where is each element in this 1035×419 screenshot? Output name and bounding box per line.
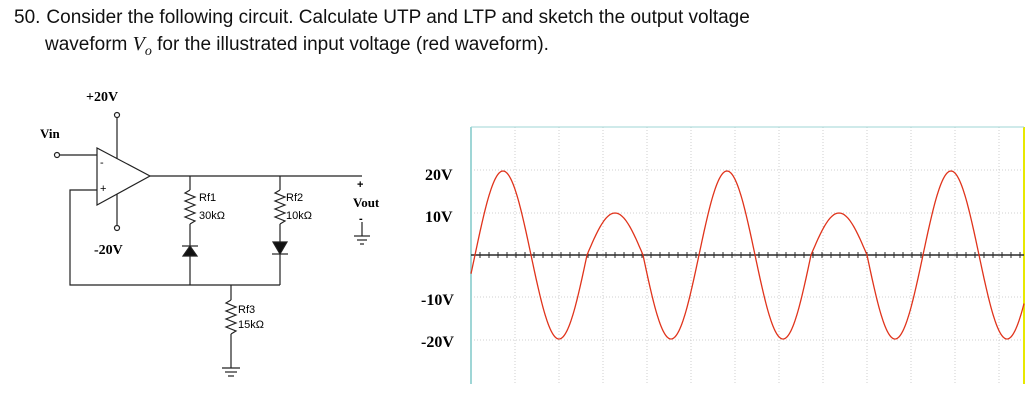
rf1-resistor <box>183 189 197 225</box>
vo-letter: V <box>132 33 145 55</box>
rf2-resistor <box>273 189 287 225</box>
plot-grid <box>471 127 1024 384</box>
level-label-neg10v: -10V <box>421 292 454 309</box>
opamp-minus-label: - <box>100 157 104 169</box>
vneg-label: -20V <box>94 243 123 258</box>
vin-label: Vin <box>40 126 61 141</box>
rf3-name: Rf3 <box>238 304 255 316</box>
opamp-plus-label: + <box>100 183 106 195</box>
ground-symbol-rf3 <box>222 367 240 377</box>
question-line-2b: for the illustrated input voltage (red w… <box>157 34 549 55</box>
diode-d1 <box>181 244 199 257</box>
vpos-terminal <box>113 111 121 119</box>
opamp-symbol <box>96 147 152 207</box>
rf1-value: 30kΩ <box>199 210 225 222</box>
vo-symbol: Vo <box>132 33 152 59</box>
rf1-name: Rf1 <box>199 192 216 204</box>
level-label-20v: 20V <box>425 167 453 184</box>
rf3-resistor <box>224 299 238 335</box>
level-label-10v: 10V <box>425 209 453 226</box>
rf3-value: 15kΩ <box>238 319 264 331</box>
rf2-name: Rf2 <box>286 192 303 204</box>
question-line-2a: waveform <box>45 34 128 55</box>
rf2-value: 10kΩ <box>286 210 312 222</box>
waveform-plot <box>470 126 1025 384</box>
vneg-terminal <box>113 224 121 232</box>
question-line-1: Consider the following circuit. Calculat… <box>46 7 750 28</box>
question-text: 50. Consider the following circuit. Calcu… <box>14 4 1024 65</box>
level-label-neg20v: -20V <box>421 334 454 351</box>
question-line-2: waveform Vo for the illustrated input vo… <box>14 31 1024 65</box>
vout-plus-label: + <box>357 179 363 191</box>
time-axis-ticks <box>479 252 1021 258</box>
vout-label: Vout <box>353 195 380 210</box>
question-number: 50. <box>14 7 41 28</box>
vo-subscript: o <box>144 44 152 59</box>
circuit-diagram <box>53 111 370 377</box>
vout-minus-label: - <box>359 213 363 225</box>
vin-terminal <box>53 151 61 159</box>
vpos-label: +20V <box>86 90 118 105</box>
ground-symbol-vout <box>354 235 370 245</box>
input-sine-waveform <box>470 170 1025 340</box>
diode-d2 <box>271 241 289 256</box>
